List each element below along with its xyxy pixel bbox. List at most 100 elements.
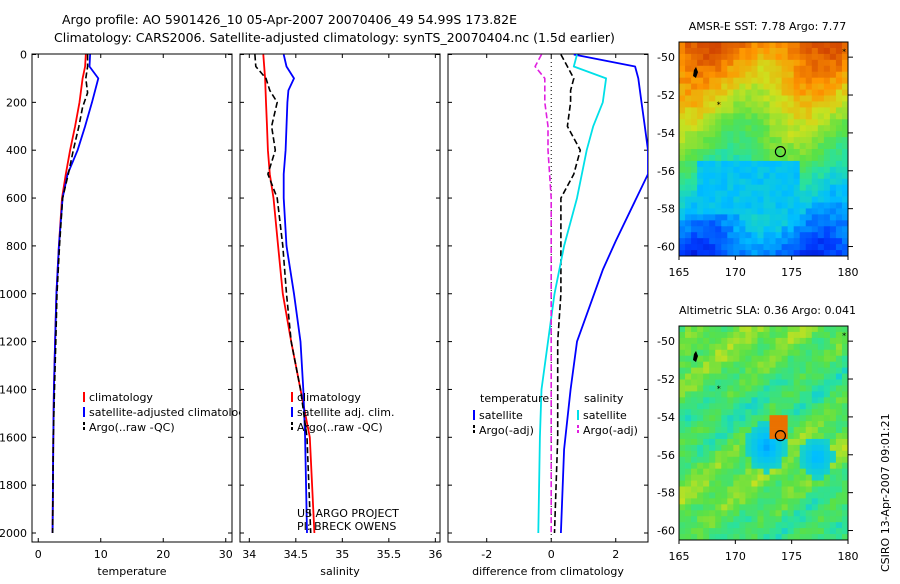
map-cell <box>733 373 740 380</box>
map-cell <box>739 89 746 96</box>
map-cell <box>829 178 837 186</box>
map-cell <box>715 77 722 85</box>
map-cell <box>811 331 819 339</box>
map-cell <box>727 226 734 233</box>
map-cell <box>829 154 837 162</box>
map-cell <box>751 137 758 144</box>
map-cell <box>721 101 728 108</box>
map-cell <box>715 450 722 458</box>
island-marker: * <box>717 384 721 393</box>
map-cell <box>811 166 819 174</box>
map-cell <box>679 438 686 446</box>
map-cell <box>817 337 825 345</box>
map-cell <box>829 190 837 197</box>
map-cell <box>727 220 734 227</box>
map-cell <box>805 421 813 428</box>
map-cell <box>745 250 752 257</box>
map-cell <box>685 131 692 138</box>
map-cell <box>757 361 764 369</box>
map-cell <box>697 450 704 458</box>
map-cell <box>793 184 801 192</box>
map-cell <box>739 71 746 79</box>
map-cell <box>769 101 776 108</box>
map-cell <box>835 166 843 174</box>
map-cell <box>841 534 849 541</box>
map-cell <box>781 379 789 386</box>
map-cell <box>769 53 776 61</box>
map-cell <box>811 184 819 192</box>
map-cell <box>679 149 686 156</box>
map-cell <box>793 427 801 434</box>
map-cell <box>781 528 789 535</box>
map-cell <box>817 534 825 541</box>
map-cell <box>751 415 758 422</box>
map-cell <box>697 403 704 410</box>
map-cell <box>775 468 783 476</box>
map-cell <box>829 474 837 481</box>
map-cell <box>781 343 789 351</box>
map-cell <box>811 113 819 120</box>
map-x-tick-label: 170 <box>725 266 746 279</box>
map-cell <box>739 516 746 523</box>
map-cell <box>739 409 746 416</box>
map-y-tick-label: -52 <box>657 89 675 102</box>
map-cell <box>697 220 704 227</box>
map-cell <box>799 244 807 251</box>
map-cell <box>775 143 783 150</box>
map-cell <box>817 397 825 404</box>
map-cell <box>697 149 704 156</box>
map-cell <box>733 59 740 67</box>
map-cell <box>715 89 722 96</box>
map-cell <box>793 343 801 351</box>
map-cell <box>829 492 837 499</box>
map-cell <box>775 534 783 541</box>
map-cell <box>721 154 728 162</box>
map-cell <box>697 101 704 108</box>
map-cell <box>727 184 734 192</box>
map-cell <box>811 397 819 404</box>
map-cell <box>817 65 825 73</box>
map-cell <box>691 101 698 108</box>
map-cell <box>685 59 692 67</box>
map-cell <box>763 166 770 174</box>
map-cell <box>835 326 843 333</box>
map-cell <box>799 184 807 192</box>
map-cell <box>733 450 740 458</box>
map-cell <box>799 326 807 333</box>
map-cell <box>775 250 783 257</box>
map-cell <box>757 480 764 487</box>
map-cell <box>841 89 849 96</box>
map-cell <box>709 71 716 79</box>
map-cell <box>739 220 746 227</box>
map-cell <box>751 373 758 380</box>
map-cell <box>679 160 686 168</box>
map-cell <box>805 450 813 458</box>
map-cell <box>727 331 734 339</box>
map-cell <box>763 385 770 392</box>
map-cell <box>679 326 686 333</box>
map-cell <box>679 486 686 493</box>
map-cell <box>751 510 758 517</box>
map-cell <box>823 433 831 440</box>
map-cell <box>685 77 692 85</box>
map-cell <box>721 53 728 61</box>
map-cell <box>757 196 764 203</box>
map-cell <box>823 397 831 404</box>
map-cell <box>721 184 728 192</box>
map-cell <box>709 65 716 73</box>
map-cell <box>757 373 764 380</box>
map-cell <box>769 89 776 96</box>
map-cell <box>763 125 770 132</box>
map-cell <box>679 137 686 144</box>
map-cell <box>685 196 692 203</box>
map-cell <box>691 474 698 481</box>
map-cell <box>817 184 825 192</box>
map-cell <box>757 421 764 428</box>
map-cell <box>781 172 789 180</box>
map-cell <box>763 89 770 96</box>
map-cell <box>733 379 740 386</box>
map-cell <box>685 95 692 102</box>
map-cell <box>685 343 692 351</box>
map-cell <box>757 462 764 470</box>
map-cell <box>715 349 722 357</box>
